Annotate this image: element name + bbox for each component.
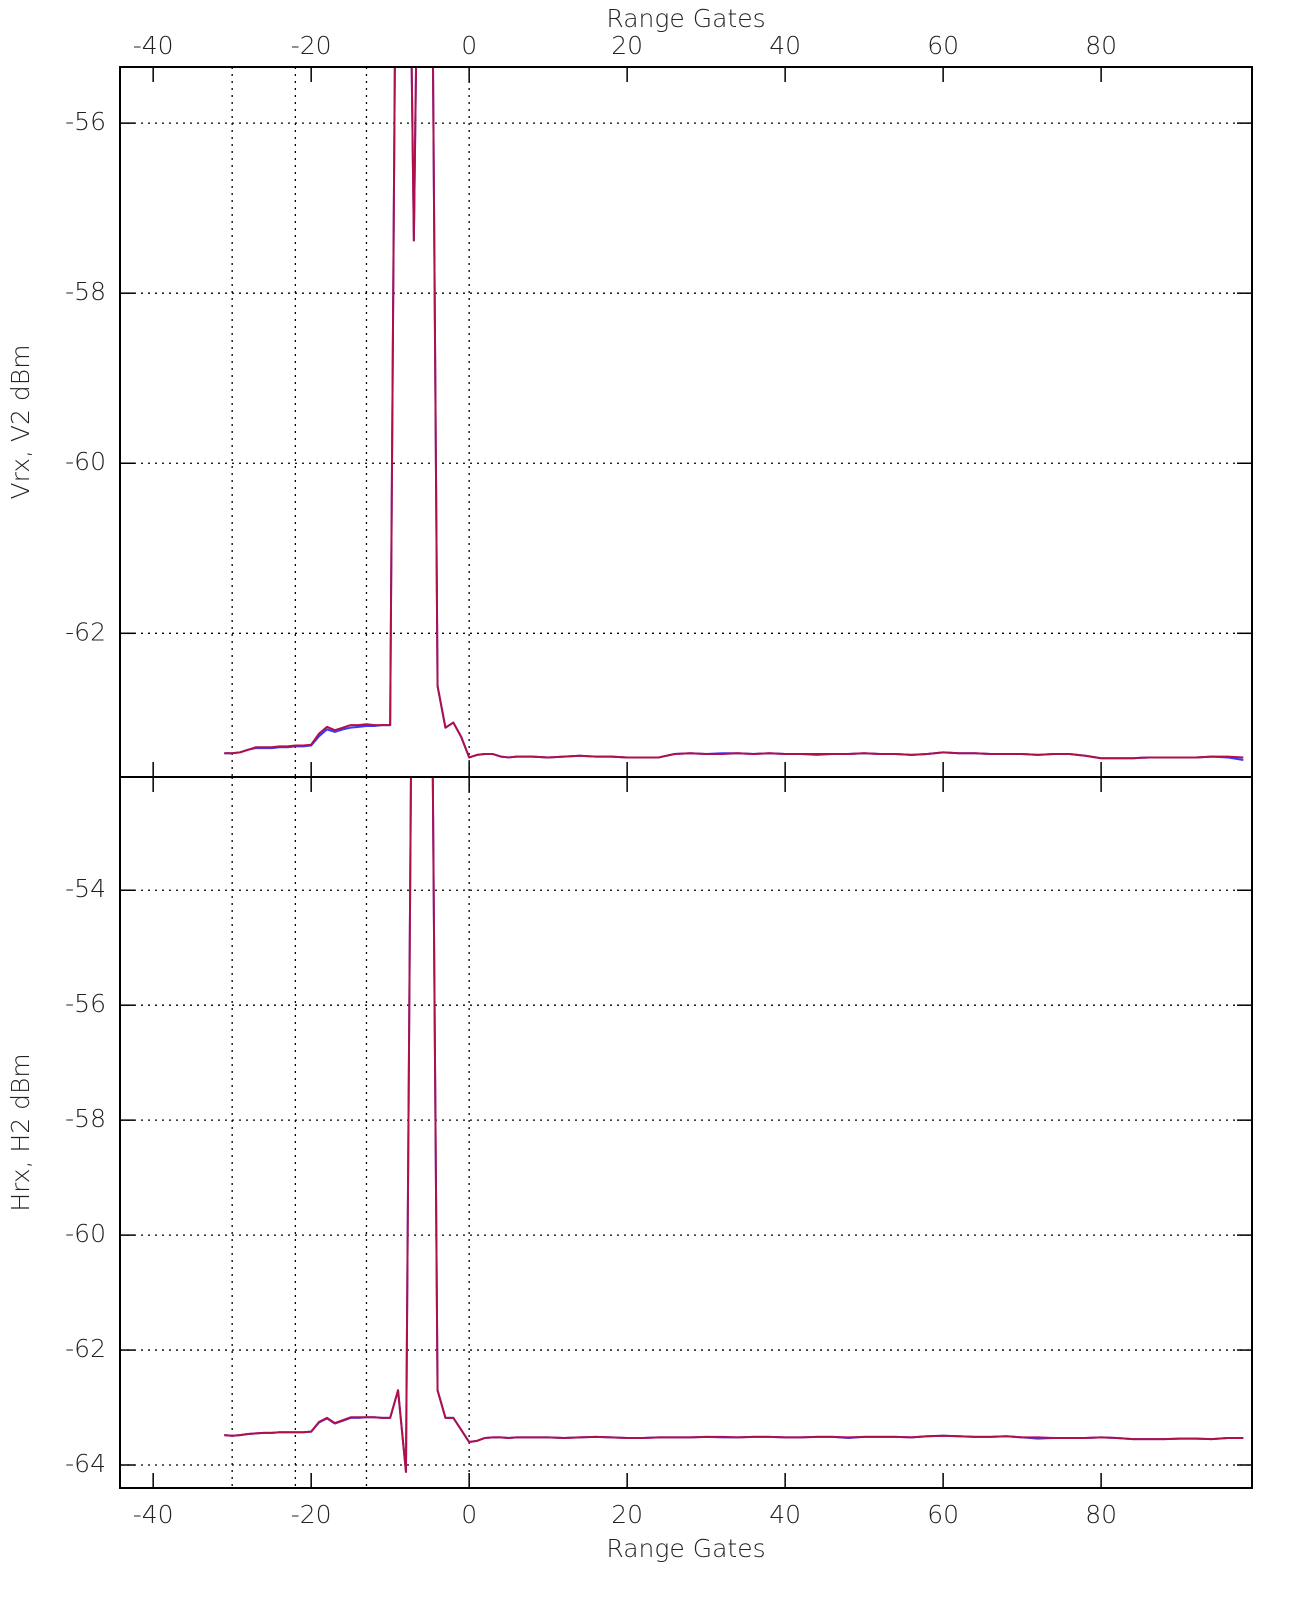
y-tick-label: -56 [65, 107, 106, 136]
data-line [224, 777, 1244, 1473]
data-line [224, 67, 1244, 761]
y-tick-label: -64 [65, 1449, 106, 1478]
y-tick-label: -56 [65, 989, 106, 1018]
x-tick-label: 60 [927, 1500, 959, 1529]
x-tick-label: 80 [1085, 31, 1117, 60]
x-tick-label: 0 [461, 31, 477, 60]
x-tick-label: 20 [611, 1500, 643, 1529]
y-tick-label: -60 [65, 447, 106, 476]
y-tick-label: -54 [65, 874, 106, 903]
y-tick-label: -62 [65, 1334, 106, 1363]
y-axis-label: Vrx, V2 dBm [6, 345, 35, 500]
x-tick-label: 40 [769, 1500, 801, 1529]
x-axis-label: Range Gates [606, 1534, 765, 1563]
data-line [224, 67, 1244, 760]
plot-frame [119, 66, 1253, 778]
x-tick-label: -20 [291, 31, 332, 60]
plot-frame [119, 776, 1253, 1489]
y-tick-label: -60 [65, 1219, 106, 1248]
x-tick-label: -40 [133, 1500, 174, 1529]
y-axis-label: Hrx, H2 dBm [6, 1053, 35, 1211]
x-tick-label: 60 [927, 31, 959, 60]
x-tick-label: 40 [769, 31, 801, 60]
x-tick-label: -20 [291, 1500, 332, 1529]
data-line [224, 777, 1244, 1473]
x-tick-label: 20 [611, 31, 643, 60]
x-tick-label: -40 [133, 31, 174, 60]
y-tick-label: -62 [65, 617, 106, 646]
x-tick-label: 0 [461, 1500, 477, 1529]
y-tick-label: -58 [65, 277, 106, 306]
x-axis-label: Range Gates [606, 4, 765, 33]
x-tick-label: 80 [1085, 1500, 1117, 1529]
y-tick-label: -58 [65, 1104, 106, 1133]
